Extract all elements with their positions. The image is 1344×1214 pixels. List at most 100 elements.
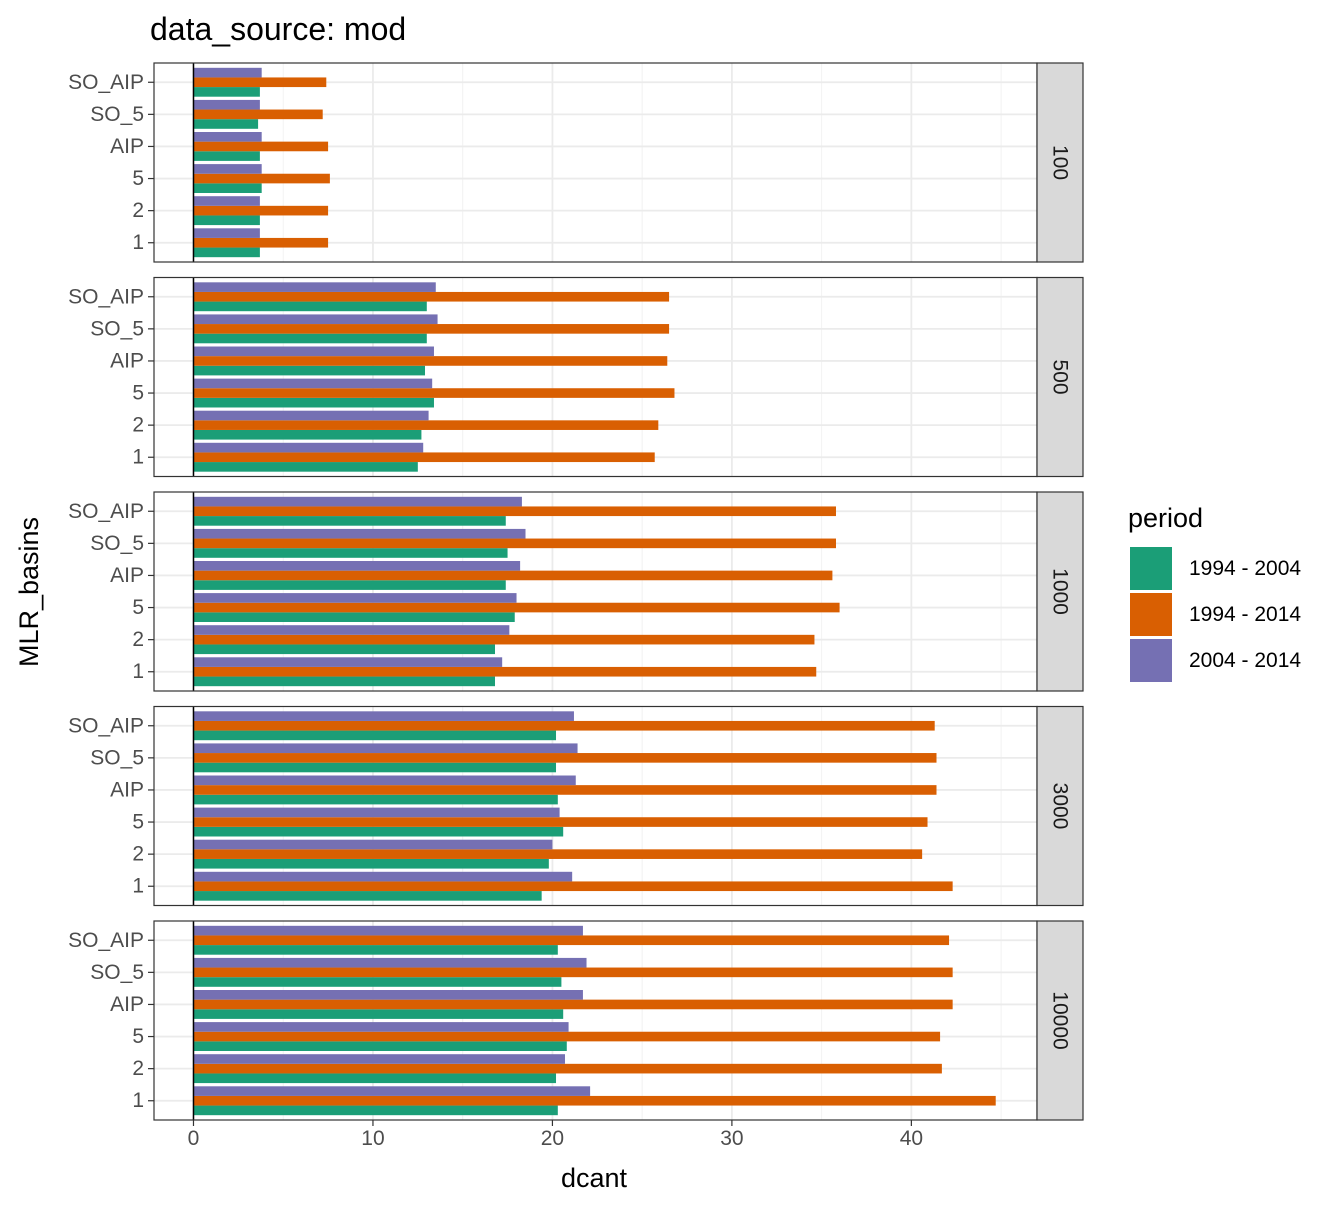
- bar-3000-SO_AIP-2004-2014: [193, 711, 574, 721]
- facet-panels: 100SO_AIPSO_5AIP521500SO_AIPSO_5AIP52110…: [68, 62, 1084, 1121]
- bar-1000-2-1994-2004: [193, 644, 495, 655]
- bar-100-AIP-1994-2014: [193, 141, 329, 152]
- y-tick-label: 2: [132, 843, 144, 866]
- bar-1000-5-1994-2004: [193, 612, 515, 622]
- y-tick-label: AIP: [110, 135, 144, 158]
- bar-500-SO_5-1994-2004: [193, 333, 427, 344]
- bar-3000-2-1994-2004: [193, 858, 549, 869]
- bar-3000-2-1994-2014: [193, 849, 923, 859]
- bar-500-AIP-2004-2014: [193, 346, 434, 357]
- y-tick-label: AIP: [110, 993, 144, 1016]
- bar-1000-2-1994-2014: [193, 634, 815, 645]
- y-tick-label: 5: [132, 811, 144, 834]
- bar-1000-AIP-2004-2014: [193, 561, 521, 571]
- bar-3000-SO_AIP-1994-2014: [193, 720, 935, 731]
- bar-3000-1-2004-2014: [193, 871, 573, 882]
- bar-3000-1-1994-2014: [193, 881, 953, 892]
- legend-entries: 1994 - 2004 1994 - 2014 2004 - 2014: [1130, 547, 1301, 682]
- bar-10000-2-1994-2004: [193, 1073, 557, 1084]
- bar-100-SO_5-1994-2004: [193, 119, 259, 129]
- bar-10000-2-1994-2014: [193, 1063, 942, 1074]
- bar-1000-5-2004-2014: [193, 593, 517, 603]
- bar-500-SO_5-1994-2014: [193, 324, 670, 334]
- facet-strip: [1036, 705, 1084, 907]
- bar-3000-SO_5-2004-2014: [193, 743, 578, 754]
- bar-10000-5-1994-2004: [193, 1041, 567, 1051]
- bar-100-2-2004-2014: [193, 196, 260, 206]
- bar-1000-SO_5-1994-2004: [193, 548, 508, 558]
- bar-1000-5-1994-2014: [193, 602, 840, 613]
- facet-panel-500: 500 SO_AIP SO_5 AIP 5 2 1: [68, 276, 1084, 478]
- bar-10000-AIP-1994-2004: [193, 1009, 564, 1019]
- y-tick-label: SO_5: [90, 746, 144, 769]
- bar-10000-AIP-2004-2014: [193, 990, 583, 1000]
- y-tick-label: AIP: [110, 778, 144, 801]
- y-tick-label: SO_5: [90, 961, 144, 984]
- bar-500-1-1994-2014: [193, 452, 655, 463]
- bar-3000-SO_5-1994-2014: [193, 753, 937, 763]
- bar-500-2-1994-2004: [193, 429, 422, 440]
- bar-1000-1-2004-2014: [193, 657, 503, 667]
- bar-500-1-2004-2014: [193, 442, 424, 453]
- facet-strip: [1036, 491, 1084, 692]
- bar-1000-1-1994-2014: [193, 666, 817, 677]
- facet-strip-label: 500: [1049, 359, 1072, 394]
- bar-1000-SO_AIP-1994-2014: [193, 506, 836, 517]
- y-tick-label: 1: [132, 875, 144, 898]
- bar-3000-5-2004-2014: [193, 807, 560, 818]
- bar-10000-SO_5-2004-2014: [193, 957, 587, 968]
- bar-10000-5-2004-2014: [193, 1022, 569, 1032]
- y-tick-label: 1: [132, 231, 144, 254]
- y-tick-label: SO_AIP: [68, 929, 144, 952]
- y-tick-label: SO_5: [90, 103, 144, 126]
- facet-strip-label: 10000: [1049, 991, 1072, 1049]
- bar-100-SO_5-1994-2014: [193, 109, 323, 120]
- bar-1000-2-2004-2014: [193, 625, 510, 635]
- legend: period 1994 - 2004 1994 - 2014 2004 - 2014: [1128, 503, 1301, 682]
- legend-label: 1994 - 2004: [1189, 557, 1301, 580]
- bar-500-SO_AIP-1994-2014: [193, 291, 670, 302]
- bar-500-5-1994-2014: [193, 388, 675, 398]
- bar-10000-SO_5-1994-2004: [193, 977, 562, 987]
- bar-100-5-1994-2004: [193, 183, 262, 193]
- y-tick-label: 2: [132, 414, 144, 437]
- facet-panel-1000: 1000 SO_AIP SO_5 AIP 5 2 1: [68, 491, 1084, 692]
- facet-strip: [1036, 920, 1084, 1121]
- y-tick-label: 1: [132, 446, 144, 469]
- bar-10000-2-2004-2014: [193, 1054, 565, 1064]
- bar-10000-SO_AIP-2004-2014: [193, 925, 583, 936]
- bar-1000-AIP-1994-2004: [193, 580, 506, 590]
- bar-1000-SO_5-1994-2014: [193, 538, 836, 549]
- x-tick-label: 40: [900, 1127, 923, 1150]
- chart-title: data_source: mod: [150, 11, 406, 47]
- bar-1000-AIP-1994-2014: [193, 570, 833, 581]
- y-tick-label: SO_AIP: [68, 500, 144, 523]
- bar-100-SO_AIP-1994-2004: [193, 87, 260, 97]
- bar-500-1-1994-2004: [193, 462, 418, 472]
- facet-panel-100: 100 SO_AIP SO_5 AIP 5 2 1: [68, 62, 1084, 263]
- y-tick-label: SO_AIP: [68, 285, 144, 308]
- y-tick-label: 2: [132, 199, 144, 222]
- bar-3000-5-1994-2004: [193, 826, 564, 837]
- y-tick-label: 2: [132, 1057, 144, 1080]
- bar-500-SO_AIP-1994-2004: [193, 301, 427, 312]
- bar-100-SO_AIP-2004-2014: [193, 67, 262, 78]
- y-tick-label: AIP: [110, 564, 144, 587]
- bar-500-2-1994-2014: [193, 420, 659, 430]
- x-tick-label: 0: [188, 1127, 200, 1150]
- bar-100-AIP-2004-2014: [193, 132, 262, 142]
- bar-3000-SO_AIP-1994-2004: [193, 730, 557, 741]
- facet-strip-label: 1000: [1049, 568, 1072, 615]
- bar-100-AIP-1994-2004: [193, 151, 260, 161]
- bar-10000-SO_AIP-1994-2004: [193, 945, 558, 955]
- y-tick-label: SO_5: [90, 317, 144, 340]
- bar-100-1-1994-2004: [193, 247, 260, 258]
- legend-key: [1130, 593, 1172, 636]
- y-tick-label: 1: [132, 660, 144, 683]
- legend-label: 2004 - 2014: [1189, 649, 1301, 672]
- bar-100-SO_AIP-1994-2014: [193, 77, 327, 88]
- bar-3000-SO_5-1994-2004: [193, 762, 557, 773]
- bar-500-5-2004-2014: [193, 378, 433, 389]
